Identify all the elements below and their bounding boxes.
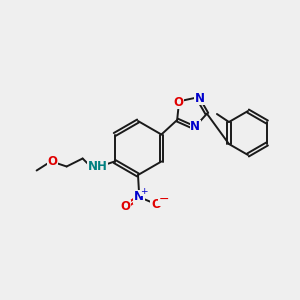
Text: O: O [48, 155, 58, 168]
Text: O: O [151, 197, 161, 211]
Text: +: + [140, 187, 148, 196]
Text: N: N [134, 190, 144, 203]
Text: N: N [194, 92, 205, 105]
Text: NH: NH [88, 160, 108, 173]
Text: N: N [190, 120, 200, 133]
Text: O: O [173, 96, 183, 109]
Text: −: − [159, 193, 169, 206]
Text: O: O [120, 200, 130, 214]
